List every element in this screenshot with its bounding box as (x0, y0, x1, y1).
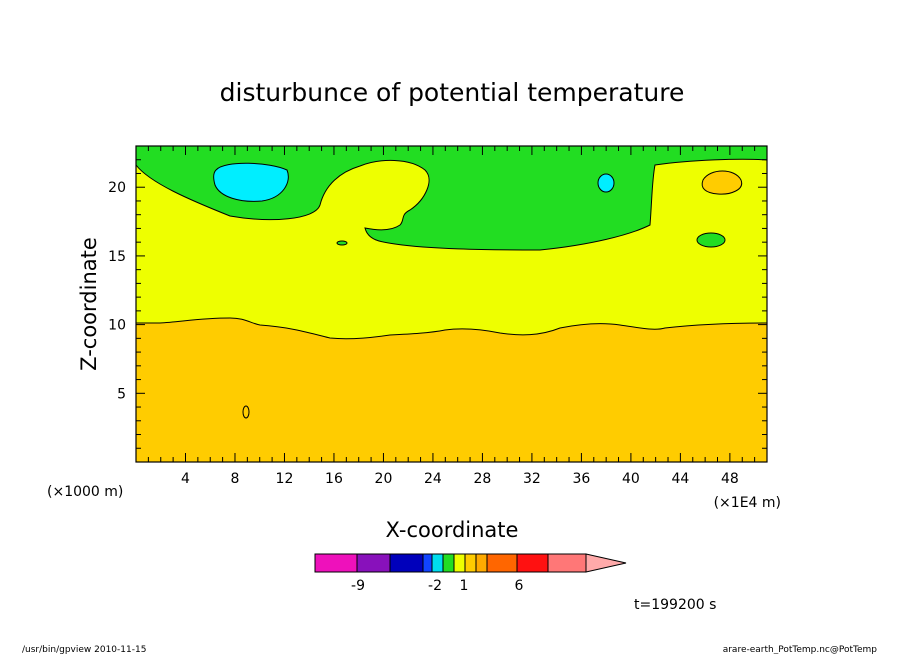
positive-cell-tiny (242, 405, 250, 419)
x-tick-label: 12 (276, 471, 294, 487)
colorbar-segment (453, 553, 466, 573)
x-tick-label: 48 (721, 471, 739, 487)
x-unit-right: (×1E4 m) (714, 495, 781, 511)
colorbar-segment (422, 553, 433, 573)
x-axis-label: X-coordinate (386, 518, 519, 542)
colorbar-segment (464, 553, 477, 573)
colorbar-segment (475, 553, 488, 573)
cold-cell-left (213, 162, 289, 202)
colorbar-segment (486, 553, 518, 573)
y-tick-label: 10 (108, 318, 126, 334)
chart-title: disturbunce of potential temperature (220, 78, 685, 107)
y-tick-label: 15 (108, 249, 126, 265)
x-unit-left: (×1000 m) (47, 484, 123, 500)
colorbar-segment (547, 553, 587, 573)
x-tick-label: 24 (424, 471, 442, 487)
colorbar-segment (431, 553, 444, 573)
footer-left: /usr/bin/gpview 2010-11-15 (22, 645, 146, 654)
contour-field (135, 146, 768, 463)
x-tick-label: 16 (325, 471, 343, 487)
colorbar-extend-arrow (585, 553, 627, 573)
x-tick-label: 32 (523, 471, 541, 487)
y-tick-label: 5 (117, 386, 126, 402)
x-tick-label: 4 (181, 471, 190, 487)
plot-frame (135, 145, 768, 463)
colorbar-tick-label: -9 (351, 578, 365, 594)
colorbar-tick-label: -2 (428, 578, 442, 594)
colorbar-segment (442, 553, 455, 573)
colorbar-tick-label: 6 (515, 578, 524, 594)
x-tick-label: 28 (474, 471, 492, 487)
y-axis-label: Z-coordinate (77, 237, 101, 371)
x-tick-label: 40 (622, 471, 640, 487)
x-axis-ticks: 4 8 12 16 20 24 28 32 36 40 44 48 (147, 146, 756, 487)
x-tick-label: 8 (231, 471, 240, 487)
x-tick-label: 44 (671, 471, 689, 487)
x-tick-label: 36 (572, 471, 590, 487)
colorbar-segment (356, 553, 391, 573)
time-label: t=199200 s (634, 597, 716, 613)
colorbar-segment (314, 553, 358, 573)
region-lower-layer (135, 317, 768, 463)
colorbar-tick-label: 1 (460, 578, 469, 594)
x-tick-label: 20 (375, 471, 393, 487)
cold-cell-right (597, 173, 615, 193)
colorbar-segment (516, 553, 549, 573)
colorbar-segment (389, 553, 424, 573)
footer-right: arare-earth_PotTemp.nc@PotTemp (723, 645, 878, 654)
y-tick-label: 20 (108, 180, 126, 196)
negative-cell-small (696, 232, 726, 248)
negative-cell-tiny (336, 240, 348, 246)
y-axis-ticks: 5 10 15 20 (108, 159, 767, 449)
warm-cell (701, 170, 743, 195)
colorbar: -9 -2 1 6 (314, 553, 627, 594)
